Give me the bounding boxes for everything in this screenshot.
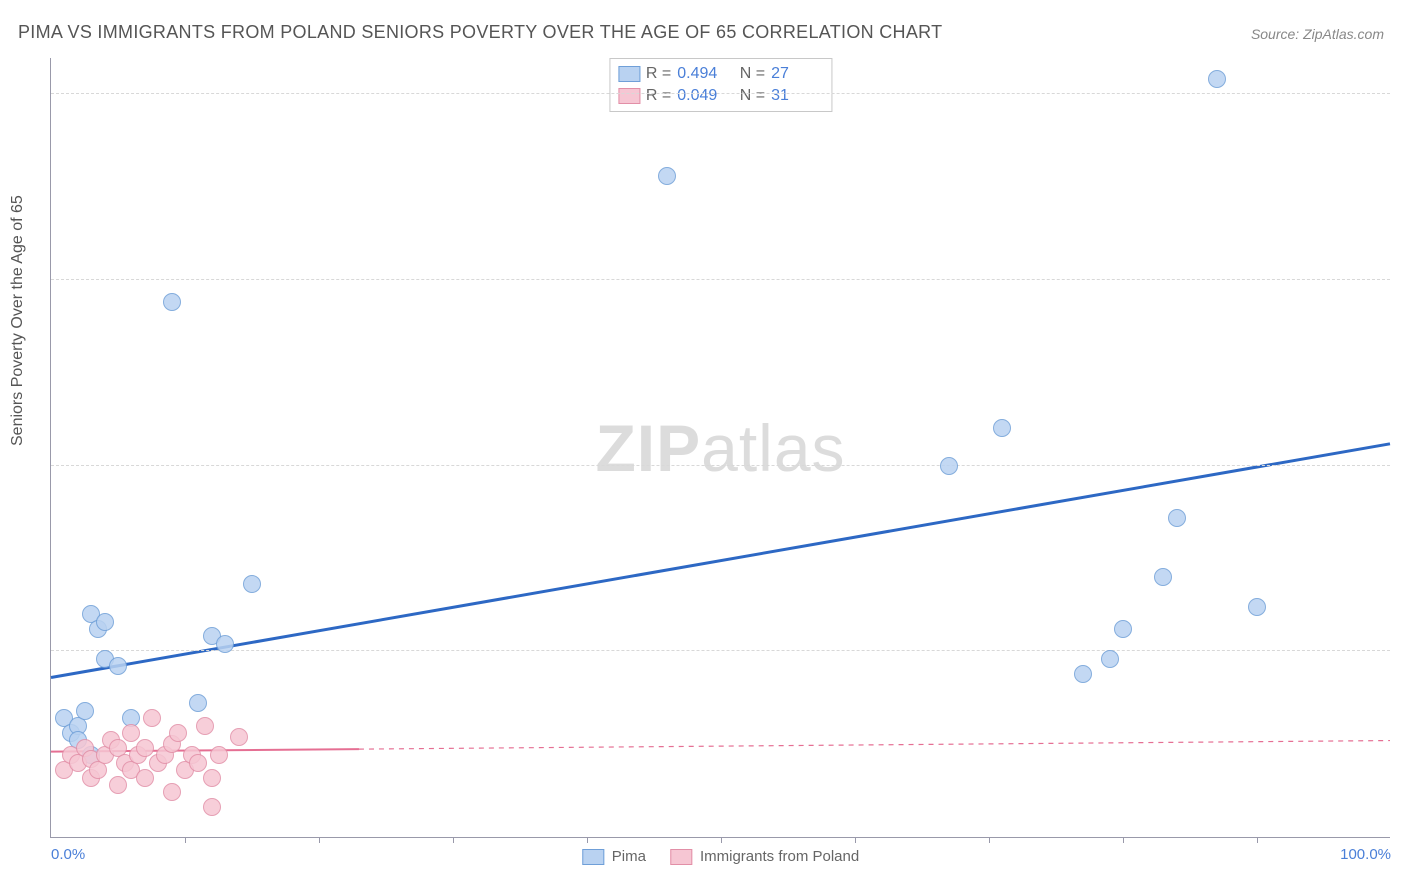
- scatter-point: [143, 709, 161, 727]
- scatter-point: [230, 728, 248, 746]
- scatter-point: [1154, 568, 1172, 586]
- r-value: 0.049: [677, 87, 729, 105]
- n-label: N =: [735, 87, 765, 105]
- scatter-point: [189, 754, 207, 772]
- n-value: 31: [771, 87, 823, 105]
- y-axis-label: Seniors Poverty Over the Age of 65: [9, 195, 27, 446]
- scatter-point: [136, 769, 154, 787]
- scatter-point: [136, 739, 154, 757]
- scatter-point: [109, 657, 127, 675]
- r-value: 0.494: [677, 65, 729, 83]
- scatter-point: [940, 457, 958, 475]
- scatter-point: [76, 702, 94, 720]
- scatter-point: [1101, 650, 1119, 668]
- trend-lines: [51, 58, 1390, 837]
- y-tick-label: 25.0%: [1400, 643, 1406, 660]
- gridline: [51, 465, 1390, 466]
- scatter-point: [216, 635, 234, 653]
- scatter-point: [658, 167, 676, 185]
- plot-area: ZIPatlas R =0.494 N =27R =0.049 N =31 Pi…: [50, 58, 1390, 838]
- x-tick: [989, 837, 990, 843]
- legend-stat-row: R = 0.049 N = 31: [618, 85, 823, 107]
- y-tick-label: 75.0%: [1400, 271, 1406, 288]
- x-tick: [587, 837, 588, 843]
- chart-title: PIMA VS IMMIGRANTS FROM POLAND SENIORS P…: [18, 22, 942, 43]
- legend-item: Immigrants from Poland: [670, 848, 859, 865]
- r-label: R =: [646, 65, 671, 83]
- x-tick: [453, 837, 454, 843]
- scatter-point: [109, 776, 127, 794]
- legend-item: Pima: [582, 848, 646, 865]
- x-tick: [185, 837, 186, 843]
- x-tick: [319, 837, 320, 843]
- scatter-point: [1248, 598, 1266, 616]
- gridline: [51, 650, 1390, 651]
- n-value: 27: [771, 65, 823, 83]
- scatter-point: [1208, 70, 1226, 88]
- scatter-point: [189, 694, 207, 712]
- scatter-point: [196, 717, 214, 735]
- legend-series: Pima Immigrants from Poland: [582, 848, 859, 865]
- scatter-point: [122, 724, 140, 742]
- legend-label: Immigrants from Poland: [700, 848, 859, 865]
- y-tick-label: 100.0%: [1400, 86, 1406, 103]
- source-label: Source: ZipAtlas.com: [1251, 26, 1384, 42]
- scatter-point: [1114, 620, 1132, 638]
- gridline: [51, 279, 1390, 280]
- legend-correlation: R = 0.494 N = 27 R = 0.049 N = 31: [609, 58, 832, 112]
- scatter-point: [96, 613, 114, 631]
- y-tick-label: 50.0%: [1400, 457, 1406, 474]
- x-tick: [855, 837, 856, 843]
- legend-swatch: [618, 88, 640, 104]
- scatter-point: [243, 575, 261, 593]
- legend-swatch: [582, 849, 604, 865]
- scatter-point: [203, 798, 221, 816]
- scatter-point: [1074, 665, 1092, 683]
- x-tick: [721, 837, 722, 843]
- x-tick: [1123, 837, 1124, 843]
- legend-label: Pima: [612, 848, 646, 865]
- n-label: N =: [735, 65, 765, 83]
- scatter-point: [169, 724, 187, 742]
- scatter-point: [993, 419, 1011, 437]
- scatter-point: [163, 783, 181, 801]
- x-tick-label: 100.0%: [1340, 846, 1391, 863]
- legend-swatch: [670, 849, 692, 865]
- scatter-point: [210, 746, 228, 764]
- legend-swatch: [618, 66, 640, 82]
- x-tick: [1257, 837, 1258, 843]
- x-tick-label: 0.0%: [51, 846, 85, 863]
- legend-stat-row: R = 0.494 N = 27: [618, 63, 823, 85]
- scatter-point: [1168, 509, 1186, 527]
- gridline: [51, 93, 1390, 94]
- scatter-point: [203, 769, 221, 787]
- scatter-point: [163, 293, 181, 311]
- r-label: R =: [646, 87, 671, 105]
